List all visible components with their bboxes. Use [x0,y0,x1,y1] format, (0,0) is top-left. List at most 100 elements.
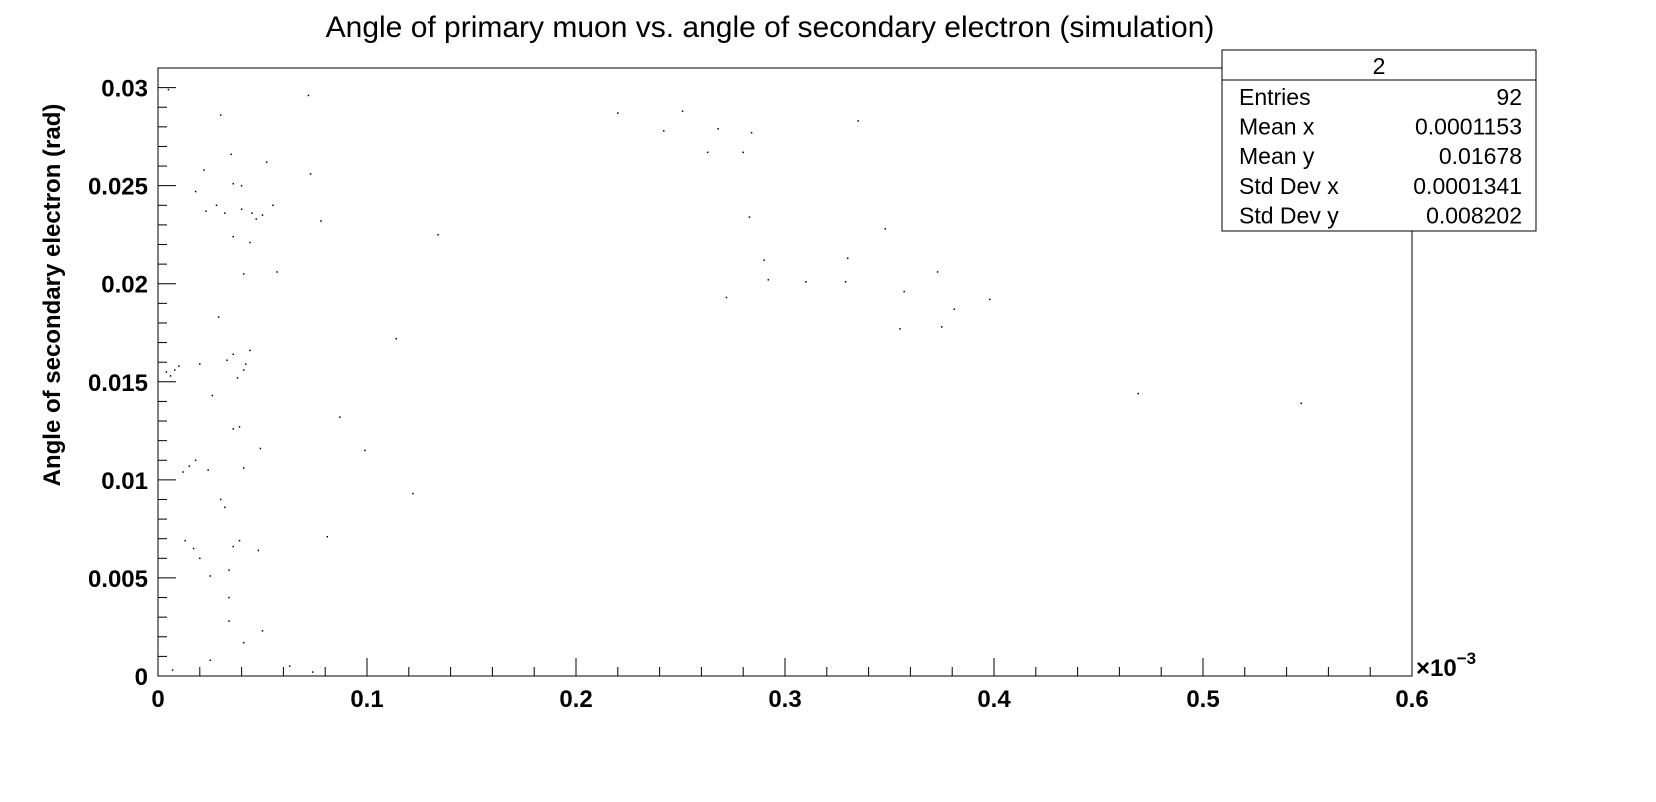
data-point-40 [240,184,243,187]
x-tick-label: 0.4 [977,686,1011,713]
x-tick-label: 0.1 [350,686,383,713]
data-point-33 [232,353,234,356]
stats-row-label: Entries [1239,84,1311,110]
data-point-84 [899,328,901,330]
data-point-37 [238,426,241,428]
data-point-13 [199,363,201,365]
y-tick-label: 0.015 [88,370,148,397]
data-point-50 [257,549,260,552]
data-point-61 [320,220,322,222]
data-point-15 [205,210,207,212]
data-point-18 [209,575,211,577]
data-point-49 [255,218,257,220]
data-point-72 [717,128,719,130]
data-point-47 [249,241,251,244]
x-axis-exponent-base: ×10 [1416,655,1457,682]
data-point-5 [182,471,184,473]
data-point-77 [763,259,765,261]
stats-row-value: 0.0001153 [1415,114,1522,140]
data-point-6 [188,465,191,467]
chart-title: Angle of primary muon vs. angle of secon… [326,11,1215,44]
y-tick-label: 0.025 [88,174,148,201]
data-point-45 [245,363,247,365]
data-point-64 [364,449,366,452]
data-point-88 [953,308,956,310]
data-point-19 [209,659,211,662]
data-point-90 [1137,392,1139,395]
stats-row-value: 0.01678 [1439,143,1522,169]
data-point-68 [617,112,619,114]
data-point-78 [767,279,770,281]
data-point-42 [242,369,245,371]
data-point-85 [903,290,905,293]
data-point-0 [167,88,170,91]
data-point-41 [242,273,245,275]
data-point-36 [236,377,239,379]
data-point-10 [199,557,201,560]
y-tick-label: 0 [135,664,148,691]
data-point-16 [207,469,209,471]
stats-row-label: Mean x [1239,114,1315,140]
data-point-63 [339,416,341,418]
data-point-53 [261,630,264,632]
data-point-32 [232,235,234,238]
data-point-31 [232,182,234,185]
data-point-71 [706,151,709,154]
data-point-54 [265,161,268,163]
data-point-66 [412,492,414,495]
data-point-9 [192,547,195,550]
data-point-48 [251,212,253,214]
x-tick-label: 0.3 [768,686,801,713]
data-point-55 [272,204,274,207]
data-point-7 [194,459,197,462]
x-tick-label: 0.6 [1395,686,1428,713]
data-point-89 [989,298,991,301]
data-point-38 [238,539,241,542]
data-point-25 [224,212,226,214]
data-point-34 [232,428,234,430]
data-point-62 [326,536,329,538]
x-axis-exponent-power: −3 [1457,649,1476,668]
data-point-51 [259,447,262,450]
data-point-8 [184,539,186,542]
y-axis: 0 0.005 0.01 0.015 0.02 0.025 0.03 [88,67,176,691]
data-point-17 [211,394,214,397]
data-point-59 [309,173,312,175]
x-axis-exponent: ×10−3 [1416,649,1476,682]
stats-row-value: 0.0001341 [1413,173,1522,199]
data-point-83 [884,228,887,230]
y-tick-label: 0.01 [101,468,148,495]
stats-row-label: Std Dev x [1239,173,1339,199]
data-point-74 [742,151,744,154]
data-point-27 [228,569,230,571]
data-point-82 [857,120,859,122]
data-point-4 [178,365,180,367]
data-point-29 [228,620,230,622]
stats-box: 2 Entries 92 Mean x 0.0001153 Mean y 0.01678 St… [1221,49,1537,232]
data-point-57 [288,665,291,667]
stats-row-value: 0.008202 [1426,202,1522,228]
data-point-75 [748,216,751,218]
stats-box-title: 2 [1373,53,1386,79]
data-point-20 [215,204,218,207]
data-point-23 [219,498,222,501]
x-tick-label: 0.5 [1186,686,1219,713]
data-point-52 [261,214,264,216]
data-point-58 [307,94,310,97]
data-point-76 [750,131,753,134]
data-point-26 [226,359,228,361]
data-point-21 [219,114,222,116]
data-point-67 [437,233,439,236]
data-point-60 [311,671,314,673]
data-point-35 [232,545,234,548]
data-point-56 [276,271,278,273]
x-tick-label: 0 [151,686,164,713]
data-point-2 [169,375,172,377]
data-point-44 [242,641,245,644]
data-point-73 [725,296,728,299]
data-point-30 [230,153,232,156]
data-point-28 [228,596,230,599]
data-point-79 [805,281,807,283]
data-point-14 [203,169,205,171]
x-tick-label: 0.2 [559,686,592,713]
